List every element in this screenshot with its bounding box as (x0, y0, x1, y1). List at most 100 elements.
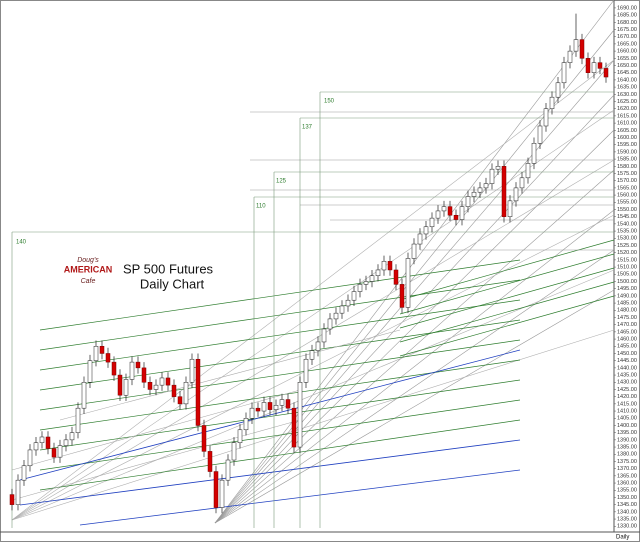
y-tick-label: 1410.00 (617, 409, 637, 415)
y-tick-label: 1390.00 (617, 437, 637, 443)
candle-body (369, 275, 375, 282)
candle-body (93, 346, 99, 361)
y-tick-label: 1525.00 (617, 243, 637, 249)
candle-body (447, 206, 453, 216)
candle-body (123, 379, 129, 396)
candle-body (243, 418, 249, 431)
chart-subtitle: Daily Chart (140, 276, 205, 291)
candle-body (111, 361, 117, 376)
y-tick-label: 1415.00 (617, 401, 637, 407)
candle-body (603, 68, 609, 78)
candle-body (159, 377, 165, 386)
candle-body (429, 217, 435, 228)
candle-body (69, 432, 75, 441)
y-tick-label: 1425.00 (617, 387, 637, 393)
candle-body (435, 210, 441, 219)
gann-line (399, 281, 615, 343)
y-tick-label: 1470.00 (617, 322, 637, 328)
y-tick-label: 1580.00 (617, 164, 637, 170)
candle-body (387, 261, 393, 271)
candle-body (237, 429, 243, 443)
candle-body (195, 358, 201, 426)
gann-line (11, 109, 615, 521)
candle-body (597, 62, 603, 69)
y-tick-label: 1675.00 (617, 27, 637, 33)
y-tick-label: 1500.00 (617, 279, 637, 285)
candle-body (27, 449, 33, 467)
y-tick-label: 1640.00 (617, 77, 637, 83)
candle-body (321, 328, 327, 343)
gann-line (39, 379, 521, 451)
y-tick-label: 1435.00 (617, 373, 637, 379)
candle-body (15, 479, 21, 505)
candle-body (531, 143, 537, 164)
candle-body (21, 465, 27, 481)
y-tick-label: 1625.00 (617, 99, 637, 105)
gann-line (11, 269, 615, 521)
gann-line (39, 299, 521, 371)
candle-body (417, 233, 423, 245)
gann-line (214, 169, 615, 524)
y-tick-label: 1385.00 (617, 445, 637, 451)
y-tick-label: 1330.00 (617, 524, 637, 530)
y-tick-label: 1365.00 (617, 473, 637, 479)
candle-body (255, 407, 261, 412)
candle-body (279, 399, 285, 406)
y-tick-label: 1355.00 (617, 488, 637, 494)
candle-body (207, 451, 213, 472)
candle-body (141, 367, 147, 383)
y-tick-label: 1395.00 (617, 430, 637, 436)
logo: Doug's AMERICAN Cafe (64, 257, 113, 285)
y-tick-label: 1540.00 (617, 221, 637, 227)
candle-body (333, 312, 339, 320)
annotation: 110 (256, 204, 266, 210)
candle-body (51, 448, 57, 458)
candle-body (345, 299, 351, 307)
candle-body (465, 196, 471, 207)
candle-body (477, 187, 483, 193)
candle-body (99, 346, 105, 354)
y-tick-label: 1430.00 (617, 380, 637, 386)
y-tick-label: 1485.00 (617, 301, 637, 307)
y-tick-label: 1620.00 (617, 106, 637, 112)
candle-body (177, 396, 183, 405)
candle-body (297, 382, 303, 448)
y-tick-label: 1405.00 (617, 416, 637, 422)
candle-body (573, 39, 579, 52)
candle-body (75, 407, 81, 433)
candle-body (171, 384, 177, 397)
candle-body (351, 291, 357, 301)
y-tick-label: 1645.00 (617, 70, 637, 76)
y-tick-label: 1465.00 (617, 329, 637, 335)
gann-line (214, 94, 615, 524)
y-tick-label: 1600.00 (617, 135, 637, 141)
candle-body (549, 96, 555, 109)
y-tick-label: 1585.00 (617, 157, 637, 163)
logo-text: AMERICAN (64, 264, 113, 274)
candle-body (357, 284, 363, 292)
candle-body (399, 284, 405, 308)
y-tick-label: 1375.00 (617, 459, 637, 465)
y-tick-label: 1505.00 (617, 272, 637, 278)
y-tick-label: 1595.00 (617, 142, 637, 148)
candle-body (87, 360, 93, 383)
y-tick-label: 1460.00 (617, 337, 637, 343)
candle-body (147, 382, 153, 390)
logo-text: Doug's (77, 257, 99, 264)
y-tick-label: 1370.00 (617, 466, 637, 472)
y-tick-label: 1575.00 (617, 171, 637, 177)
chart-title: SP 500 Futures (123, 261, 214, 276)
candle-body (441, 206, 447, 212)
candle-body (261, 402, 267, 412)
y-tick-label: 1685.00 (617, 13, 637, 19)
candle-body (225, 459, 231, 481)
candle-body (411, 243, 417, 259)
candle-body (483, 183, 489, 189)
candle-body (33, 442, 39, 451)
y-tick-label: 1555.00 (617, 200, 637, 206)
candle-body (537, 125, 543, 144)
y-tick-label: 1570.00 (617, 178, 637, 184)
y-tick-label: 1545.00 (617, 214, 637, 220)
gann-line (214, 0, 615, 524)
y-tick-label: 1550.00 (617, 207, 637, 213)
